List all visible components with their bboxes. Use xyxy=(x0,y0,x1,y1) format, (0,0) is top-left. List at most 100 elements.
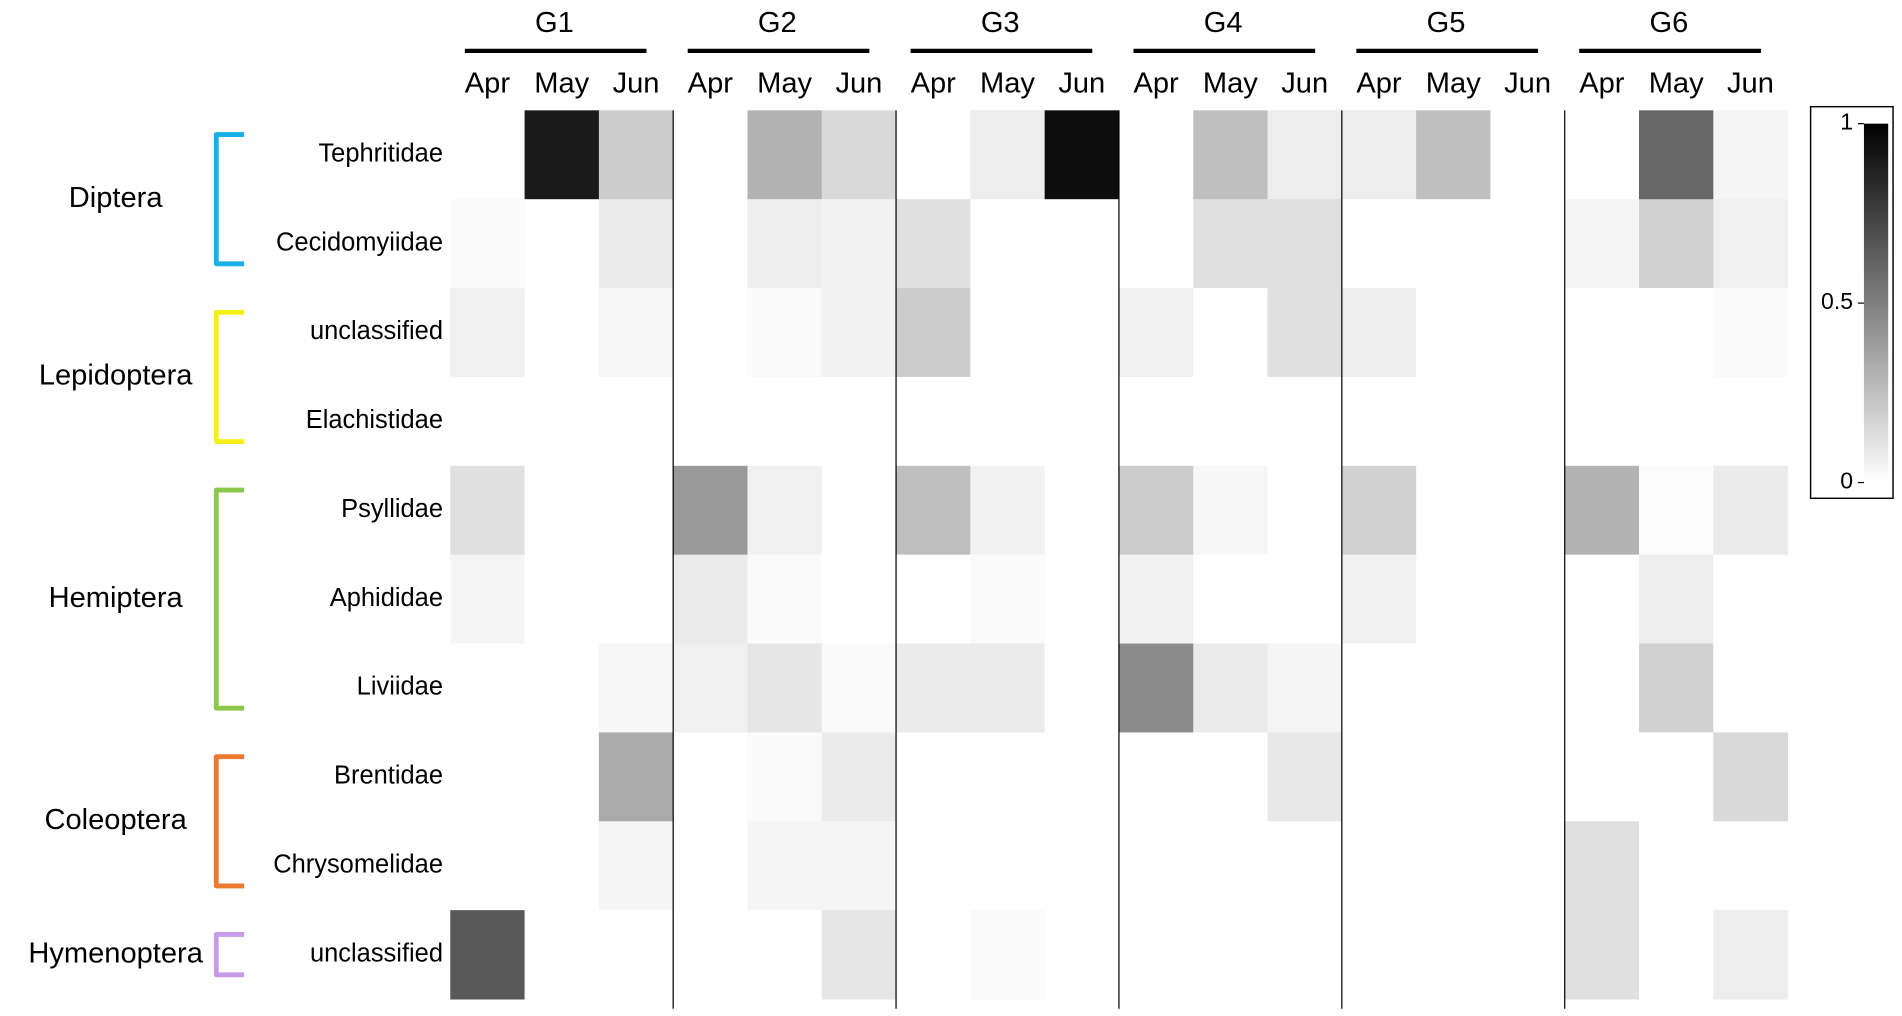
heat-cell xyxy=(673,465,748,556)
order-label: Diptera xyxy=(69,182,164,214)
heat-cell xyxy=(821,732,897,822)
month-label: Apr xyxy=(1579,68,1625,100)
heat-cell xyxy=(970,465,1046,556)
heat-cell xyxy=(673,110,748,200)
heat-cell xyxy=(1267,199,1343,289)
order-bracket xyxy=(213,132,245,267)
heat-cell xyxy=(598,643,674,733)
heat-cell xyxy=(747,910,823,1000)
heat-cell xyxy=(1490,821,1566,911)
heat-cell xyxy=(896,199,971,289)
heat-cell xyxy=(970,910,1046,1000)
heat-cell xyxy=(1416,821,1491,911)
heat-cell xyxy=(1118,732,1194,822)
heat-cell xyxy=(970,376,1046,467)
heat-cell xyxy=(1044,376,1120,467)
family-label: Elachistidae xyxy=(306,406,443,434)
heat-cell xyxy=(970,110,1046,200)
heat-cell xyxy=(598,110,674,200)
month-label: May xyxy=(534,68,589,100)
order-label: Hymenoptera xyxy=(28,937,203,969)
heat-cell xyxy=(1490,732,1566,822)
heat-cell xyxy=(747,643,823,733)
heat-cell xyxy=(1118,910,1194,1000)
heat-cell xyxy=(970,643,1046,733)
family-label: Tephritidae xyxy=(318,139,443,167)
heat-cell xyxy=(1416,465,1491,556)
heat-cell xyxy=(1341,643,1417,733)
heat-cell xyxy=(1267,732,1343,822)
heat-cell xyxy=(1118,376,1194,467)
heat-cell xyxy=(1639,110,1714,200)
heat-cell xyxy=(673,643,748,733)
heat-cell xyxy=(747,288,823,378)
heat-cell xyxy=(1118,465,1194,556)
heat-cell xyxy=(1564,376,1640,467)
heat-cell xyxy=(1193,110,1269,200)
month-label: Jun xyxy=(613,68,660,100)
heat-cell xyxy=(896,910,971,1000)
order-label: Hemiptera xyxy=(49,582,184,614)
heat-cell xyxy=(524,288,600,378)
heat-cell xyxy=(747,110,823,200)
heat-cell xyxy=(450,554,526,645)
heat-cell xyxy=(1713,732,1789,822)
heat-cell xyxy=(1416,732,1491,822)
heat-cell xyxy=(1713,288,1789,378)
heat-cell xyxy=(1193,821,1269,911)
colorbar-tick-label: 0 xyxy=(1840,468,1853,494)
month-label: Apr xyxy=(1133,68,1179,100)
order-bracket xyxy=(213,931,245,978)
heat-cell xyxy=(1044,910,1120,1000)
group-label: G1 xyxy=(535,7,574,39)
colorbar-tick-label: 0.5 xyxy=(1821,288,1853,314)
heat-cell xyxy=(896,288,971,378)
month-label: Apr xyxy=(1356,68,1402,100)
heat-cell xyxy=(524,910,600,1000)
heat-cell xyxy=(821,288,897,378)
group-label: G6 xyxy=(1649,7,1688,39)
month-label: Jun xyxy=(1727,68,1774,100)
heat-cell xyxy=(450,199,526,289)
heat-cell xyxy=(598,199,674,289)
heat-cell xyxy=(1044,643,1120,733)
heat-cell xyxy=(1341,821,1417,911)
heat-cell xyxy=(970,554,1046,645)
family-label: unclassified xyxy=(310,317,443,345)
heat-cell xyxy=(1713,910,1789,1000)
heat-cell xyxy=(1193,732,1269,822)
heat-cell xyxy=(1564,910,1640,1000)
heat-cell xyxy=(1564,554,1640,645)
heat-cell xyxy=(1416,199,1491,289)
month-label: May xyxy=(1203,68,1258,100)
order-label: Lepidoptera xyxy=(39,360,193,392)
order-bracket xyxy=(213,754,245,889)
heat-cell xyxy=(970,732,1046,822)
heat-cell xyxy=(450,910,526,1000)
month-label: May xyxy=(1426,68,1481,100)
heat-cell xyxy=(1639,643,1714,733)
heat-cell xyxy=(1267,821,1343,911)
heat-cell xyxy=(821,376,897,467)
month-label: May xyxy=(757,68,812,100)
heat-cell xyxy=(1564,643,1640,733)
month-label: Apr xyxy=(688,68,734,100)
heat-cell xyxy=(1267,554,1343,645)
heat-cell xyxy=(1564,199,1640,289)
heat-cell xyxy=(1490,910,1566,1000)
heat-cell xyxy=(1267,288,1343,378)
heat-cell xyxy=(821,821,897,911)
heat-cell xyxy=(524,465,600,556)
heat-cell xyxy=(1564,732,1640,822)
heat-cell xyxy=(1044,554,1120,645)
heat-cell xyxy=(1193,465,1269,556)
month-label: Jun xyxy=(1281,68,1328,100)
heat-cell xyxy=(896,465,971,556)
heat-cell xyxy=(970,288,1046,378)
heat-cell xyxy=(1118,199,1194,289)
heat-cell xyxy=(1044,821,1120,911)
heat-cell xyxy=(1044,199,1120,289)
heat-cell xyxy=(747,199,823,289)
heat-cell xyxy=(524,732,600,822)
heat-cell xyxy=(1416,110,1491,200)
